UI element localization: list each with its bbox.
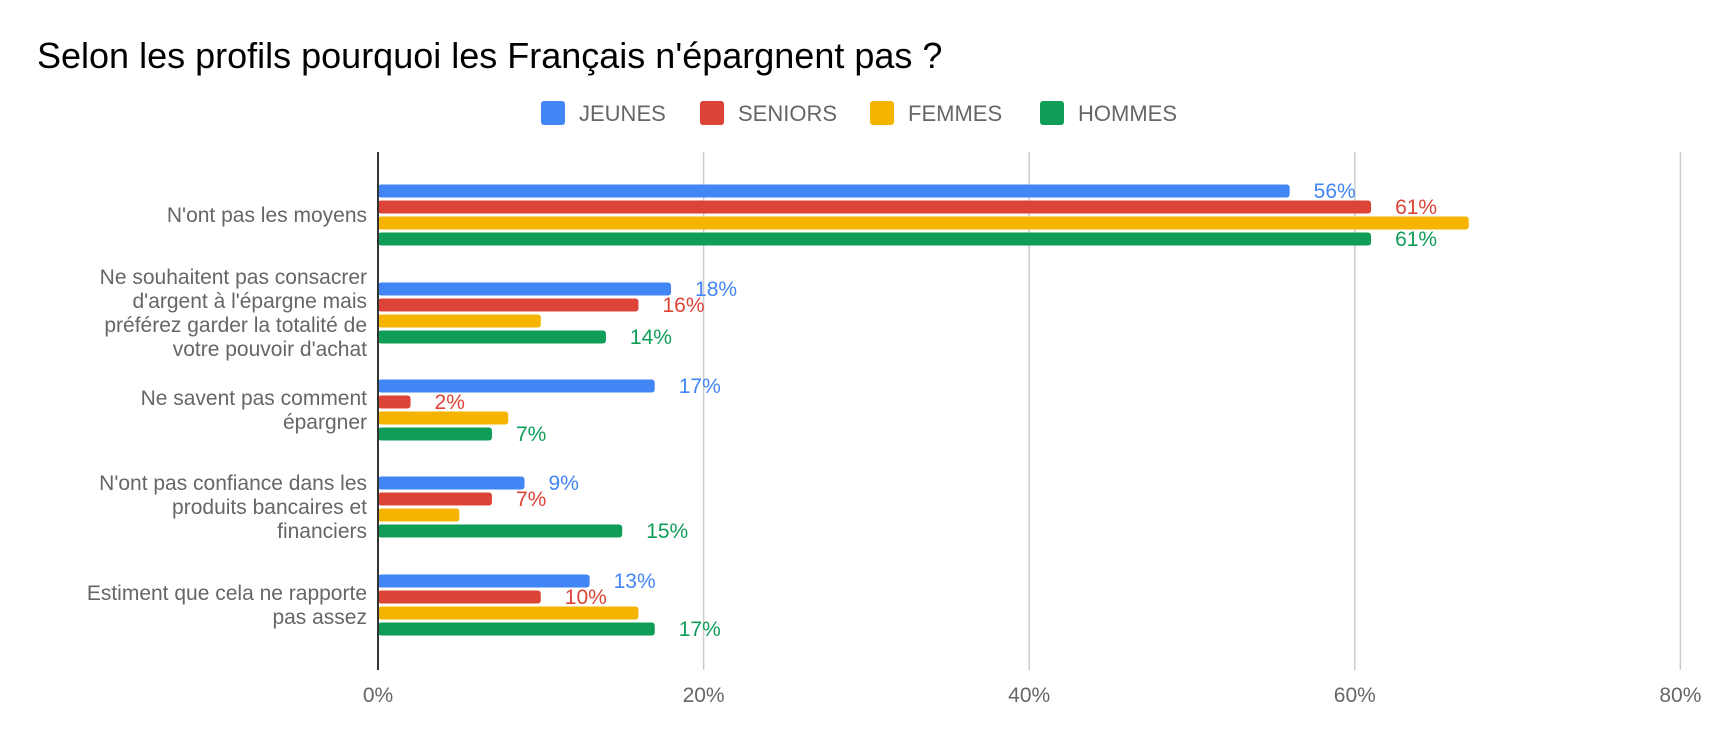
legend-item-seniors[interactable]: SENIORS xyxy=(700,101,837,126)
bar-femmes xyxy=(378,216,1469,230)
category-label: Estiment que cela ne rapporte pas assez xyxy=(87,582,367,629)
legend: JEUNES SENIORS FEMMES HOMMES xyxy=(541,101,1177,126)
bar-jeunes xyxy=(378,379,655,393)
data-label: 2% xyxy=(435,391,465,414)
category-label-line: préférez garder la totalité de xyxy=(104,314,367,337)
category-label-line: pas assez xyxy=(272,606,367,629)
category-label-line: votre pouvoir d'achat xyxy=(173,338,367,361)
bar-hommes xyxy=(378,622,655,636)
category-label: N'ont pas les moyens xyxy=(167,204,367,227)
category-label-line: financiers xyxy=(277,520,367,543)
bar-jeunes xyxy=(378,282,672,296)
data-label: 7% xyxy=(516,423,546,446)
data-label: 10% xyxy=(565,586,607,609)
data-label: 16% xyxy=(662,294,704,317)
data-label: 61% xyxy=(1395,228,1437,251)
bar-hommes xyxy=(378,330,606,344)
category-label: N'ont pas confiance dans les produits ban… xyxy=(99,472,367,543)
legend-label: JEUNES xyxy=(579,101,666,126)
category-label: Ne savent pas comment épargner xyxy=(141,387,368,434)
bar-seniors xyxy=(378,590,541,604)
data-label: 14% xyxy=(630,326,672,349)
category-label-line: Ne savent pas comment xyxy=(141,387,368,410)
data-label: 61% xyxy=(1395,196,1437,219)
data-label: 17% xyxy=(679,375,721,398)
category-label-line: N'ont pas les moyens xyxy=(167,204,367,227)
bar-jeunes xyxy=(378,476,525,490)
legend-item-hommes[interactable]: HOMMES xyxy=(1040,101,1177,126)
bar-hommes xyxy=(378,524,623,538)
x-tick-label: 0% xyxy=(363,684,393,707)
x-axis-ticks: 0% 20% 40% 60% 80% xyxy=(363,684,1702,707)
legend-swatch xyxy=(1040,101,1064,125)
bar-seniors xyxy=(378,298,639,312)
category-label-line: Ne souhaitent pas consacrer xyxy=(100,266,367,289)
x-tick-label: 80% xyxy=(1659,684,1701,707)
data-label: 7% xyxy=(516,488,546,511)
bar-jeunes xyxy=(378,184,1290,198)
legend-item-jeunes[interactable]: JEUNES xyxy=(541,101,666,126)
x-tick-label: 60% xyxy=(1334,684,1376,707)
legend-swatch xyxy=(541,101,565,125)
category-labels: N'ont pas les moyens Ne souhaitent pas co… xyxy=(87,204,367,629)
category-label-line: N'ont pas confiance dans les xyxy=(99,472,367,495)
x-tick-label: 40% xyxy=(1008,684,1050,707)
legend-item-femmes[interactable]: FEMMES xyxy=(870,101,1002,126)
gridlines xyxy=(702,152,1682,670)
legend-label: HOMMES xyxy=(1078,101,1177,126)
legend-swatch xyxy=(700,101,724,125)
data-label: 9% xyxy=(549,472,579,495)
data-labels: 56%61%61%18%16%14%17%2%7%9%7%15%13%10%17… xyxy=(435,180,1438,641)
bar-femmes xyxy=(378,508,460,522)
category-label: Ne souhaitent pas consacrer d'argent à l'… xyxy=(100,266,367,361)
data-label: 56% xyxy=(1314,180,1356,203)
legend-label: SENIORS xyxy=(738,101,837,126)
bar-femmes xyxy=(378,314,541,328)
data-label: 17% xyxy=(679,618,721,641)
bar-femmes xyxy=(378,606,639,620)
bar-jeunes xyxy=(378,574,590,588)
data-label: 13% xyxy=(614,570,656,593)
bar-seniors xyxy=(378,200,1372,214)
bar-seniors xyxy=(378,395,411,409)
bar-hommes xyxy=(378,232,1372,246)
category-label-line: épargner xyxy=(283,411,367,434)
bar-femmes xyxy=(378,411,509,425)
category-label-line: Estiment que cela ne rapporte xyxy=(87,582,367,605)
chart-title: Selon les profils pourquoi les Français … xyxy=(37,35,942,76)
category-label-line: d'argent à l'épargne mais xyxy=(133,290,368,313)
bars xyxy=(378,184,1469,636)
data-label: 18% xyxy=(695,278,737,301)
category-label-line: produits bancaires et xyxy=(172,496,367,519)
x-tick-label: 20% xyxy=(683,684,725,707)
bar-seniors xyxy=(378,492,492,506)
legend-swatch xyxy=(870,101,894,125)
legend-label: FEMMES xyxy=(908,101,1002,126)
data-label: 15% xyxy=(646,520,688,543)
bar-hommes xyxy=(378,427,492,441)
